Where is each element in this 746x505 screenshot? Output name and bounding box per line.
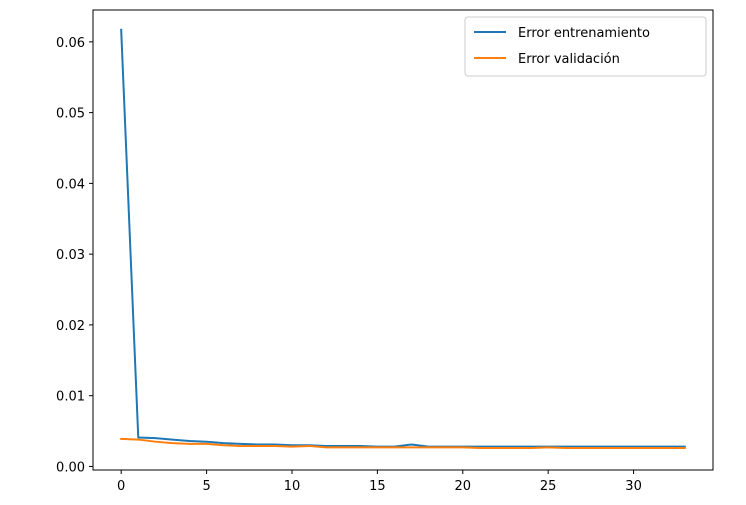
legend-label-training: Error entrenamiento — [518, 26, 650, 41]
y-tick-label: 0.02 — [56, 319, 85, 334]
legend-label-validation: Error validación — [518, 52, 620, 67]
plot-area — [93, 10, 713, 470]
x-tick-label: 15 — [369, 479, 386, 494]
y-tick-label: 0.03 — [56, 248, 85, 263]
y-tick-label: 0.01 — [56, 390, 85, 405]
y-tick-label: 0.04 — [56, 177, 85, 192]
x-tick-label: 20 — [455, 479, 472, 494]
legend: Error entrenamiento Error validación — [465, 17, 706, 76]
x-tick-label: 0 — [117, 479, 125, 494]
x-tick-label: 25 — [540, 479, 557, 494]
x-tick-label: 30 — [625, 479, 642, 494]
y-tick-label: 0.05 — [56, 107, 85, 122]
y-tick-label: 0.06 — [56, 36, 85, 51]
x-tick-label: 5 — [202, 479, 210, 494]
y-tick-label: 0.00 — [56, 460, 85, 475]
x-tick-label: 10 — [284, 479, 301, 494]
